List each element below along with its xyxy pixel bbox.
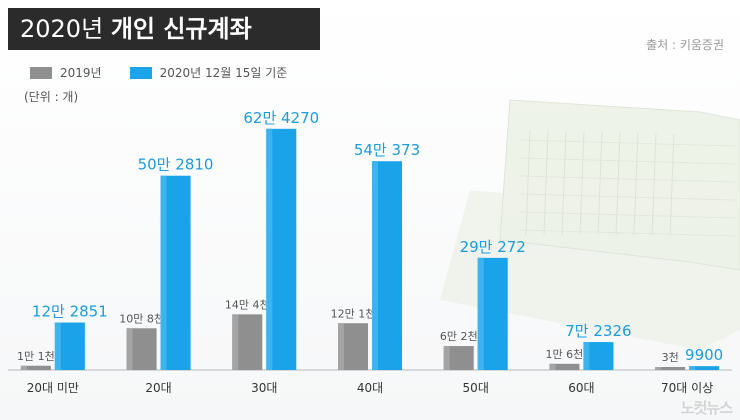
data-label-2020: 50만 2810	[138, 156, 214, 174]
bar-highlight	[338, 323, 344, 370]
bar-highlight	[266, 128, 273, 370]
passbook-rule	[519, 211, 736, 219]
bar-2020	[689, 366, 720, 370]
watermark-logo: 노컷뉴스	[680, 399, 733, 417]
bar-highlight	[549, 363, 556, 370]
passbook-rule	[561, 130, 567, 236]
x-tick-label: 30대	[251, 381, 277, 395]
data-label-2019: 14만 4천	[225, 297, 270, 311]
bar-2019	[549, 363, 580, 370]
data-label-2019: 1만 1천	[17, 349, 55, 363]
data-label-2019: 10만 8천	[119, 311, 164, 325]
passbook-rule	[669, 133, 675, 236]
legend: 2019년 2020년 12월 15일 기준	[30, 64, 315, 81]
passbook-rule	[651, 133, 657, 236]
passbook-rule	[519, 229, 736, 237]
data-label-2020: 29만 272	[460, 238, 526, 256]
passbook-illustration	[440, 99, 740, 350]
data-label-2019: 3천	[662, 350, 679, 364]
passbook-rule	[519, 139, 736, 147]
passbook-rule	[519, 175, 736, 183]
passbook-rule	[519, 193, 736, 201]
bar-2019	[20, 365, 51, 370]
x-tick-label: 50대	[463, 381, 489, 395]
legend-label-2020: 2020년 12월 15일 기준	[159, 66, 288, 80]
passbook-rule	[579, 131, 585, 236]
bar-2019	[443, 346, 474, 370]
bar-highlight	[443, 346, 450, 370]
passbook-rule	[615, 132, 621, 236]
bar-highlight	[583, 342, 590, 370]
passbook-rule	[543, 130, 549, 236]
x-tick-label: 70대 이상	[661, 381, 713, 395]
bar-highlight	[689, 366, 696, 370]
data-label-2019: 1만 6천	[546, 347, 584, 361]
legend-label-2019: 2019년	[60, 66, 102, 80]
bar-2019	[655, 367, 686, 370]
x-tick-label: 40대	[357, 381, 383, 395]
bar-highlight	[126, 328, 133, 370]
data-label-2020: 9900	[685, 346, 723, 364]
bar-highlight	[372, 161, 378, 370]
bar-highlight	[655, 367, 662, 370]
title-year: 2020년	[20, 15, 104, 43]
title-text: 개인 신규계좌	[110, 15, 252, 43]
bar-highlight	[54, 322, 61, 370]
data-label-2020: 12만 2851	[32, 303, 108, 321]
passbook-rule	[597, 131, 603, 236]
bar-highlight	[20, 365, 27, 370]
legend-swatch-gray	[30, 66, 52, 79]
x-tick-label: 60대	[568, 381, 594, 395]
source-label: 출처 : 키움증권	[646, 38, 724, 52]
x-tick-label: 20대 미만	[27, 381, 79, 395]
passbook-rule	[633, 132, 639, 236]
chart-title: 2020년 개인 신규계좌	[8, 8, 320, 50]
data-label-2019: 6만 2천	[440, 329, 478, 343]
bar-highlight	[477, 257, 484, 370]
unit-label: (단위 : 개)	[24, 90, 79, 104]
legend-swatch-blue	[129, 66, 152, 79]
data-label-2020: 54만 373	[354, 141, 420, 159]
data-label-2019: 12만 1천	[331, 306, 376, 320]
x-tick-label: 20대	[145, 381, 171, 395]
legend-item-2020: 2020년 12월 15일 기준	[129, 64, 288, 81]
passbook-rule	[519, 157, 736, 165]
bar-highlight	[232, 314, 239, 370]
passbook-rule	[525, 129, 531, 236]
data-label-2020: 62만 4270	[243, 109, 319, 127]
passbook-upper-page	[499, 99, 740, 271]
bar-highlight	[160, 175, 167, 370]
legend-item-2019: 2019년	[30, 64, 102, 81]
data-label-2020: 7만 2326	[565, 322, 631, 340]
